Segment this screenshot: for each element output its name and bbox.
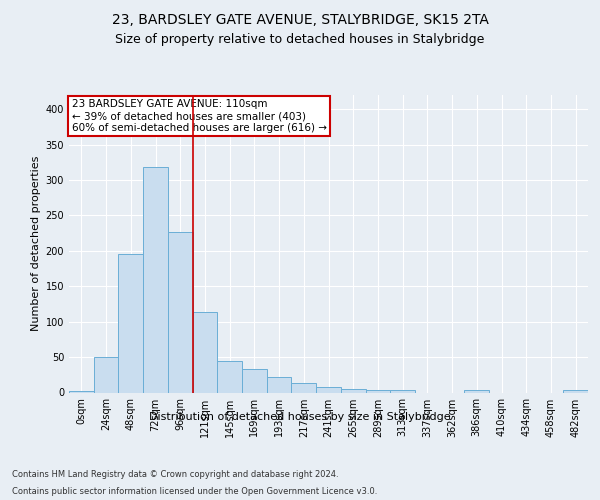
Text: Contains public sector information licensed under the Open Government Licence v3: Contains public sector information licen… bbox=[12, 488, 377, 496]
Text: Contains HM Land Registry data © Crown copyright and database right 2024.: Contains HM Land Registry data © Crown c… bbox=[12, 470, 338, 479]
Bar bbox=[292, 384, 316, 392]
Bar bbox=[365, 390, 390, 392]
Text: 23, BARDSLEY GATE AVENUE, STALYBRIDGE, SK15 2TA: 23, BARDSLEY GATE AVENUE, STALYBRIDGE, S… bbox=[112, 12, 488, 26]
Bar bbox=[242, 369, 267, 392]
Bar bbox=[69, 391, 94, 392]
Bar bbox=[267, 377, 292, 392]
Bar bbox=[168, 232, 193, 392]
Text: 23 BARDSLEY GATE AVENUE: 110sqm
← 39% of detached houses are smaller (403)
60% o: 23 BARDSLEY GATE AVENUE: 110sqm ← 39% of… bbox=[71, 100, 326, 132]
Bar bbox=[143, 166, 168, 392]
Text: Size of property relative to detached houses in Stalybridge: Size of property relative to detached ho… bbox=[115, 32, 485, 46]
Bar bbox=[464, 390, 489, 392]
Bar bbox=[341, 389, 365, 392]
Y-axis label: Number of detached properties: Number of detached properties bbox=[31, 156, 41, 332]
Bar bbox=[563, 390, 588, 392]
Bar bbox=[217, 360, 242, 392]
Bar bbox=[94, 357, 118, 392]
Text: Distribution of detached houses by size in Stalybridge: Distribution of detached houses by size … bbox=[149, 412, 451, 422]
Bar bbox=[316, 387, 341, 392]
Bar bbox=[193, 312, 217, 392]
Bar bbox=[390, 390, 415, 392]
Bar bbox=[118, 254, 143, 392]
